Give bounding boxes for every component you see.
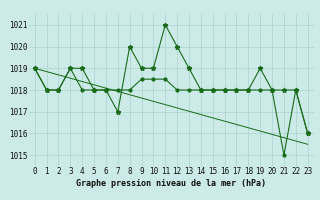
X-axis label: Graphe pression niveau de la mer (hPa): Graphe pression niveau de la mer (hPa) xyxy=(76,179,266,188)
